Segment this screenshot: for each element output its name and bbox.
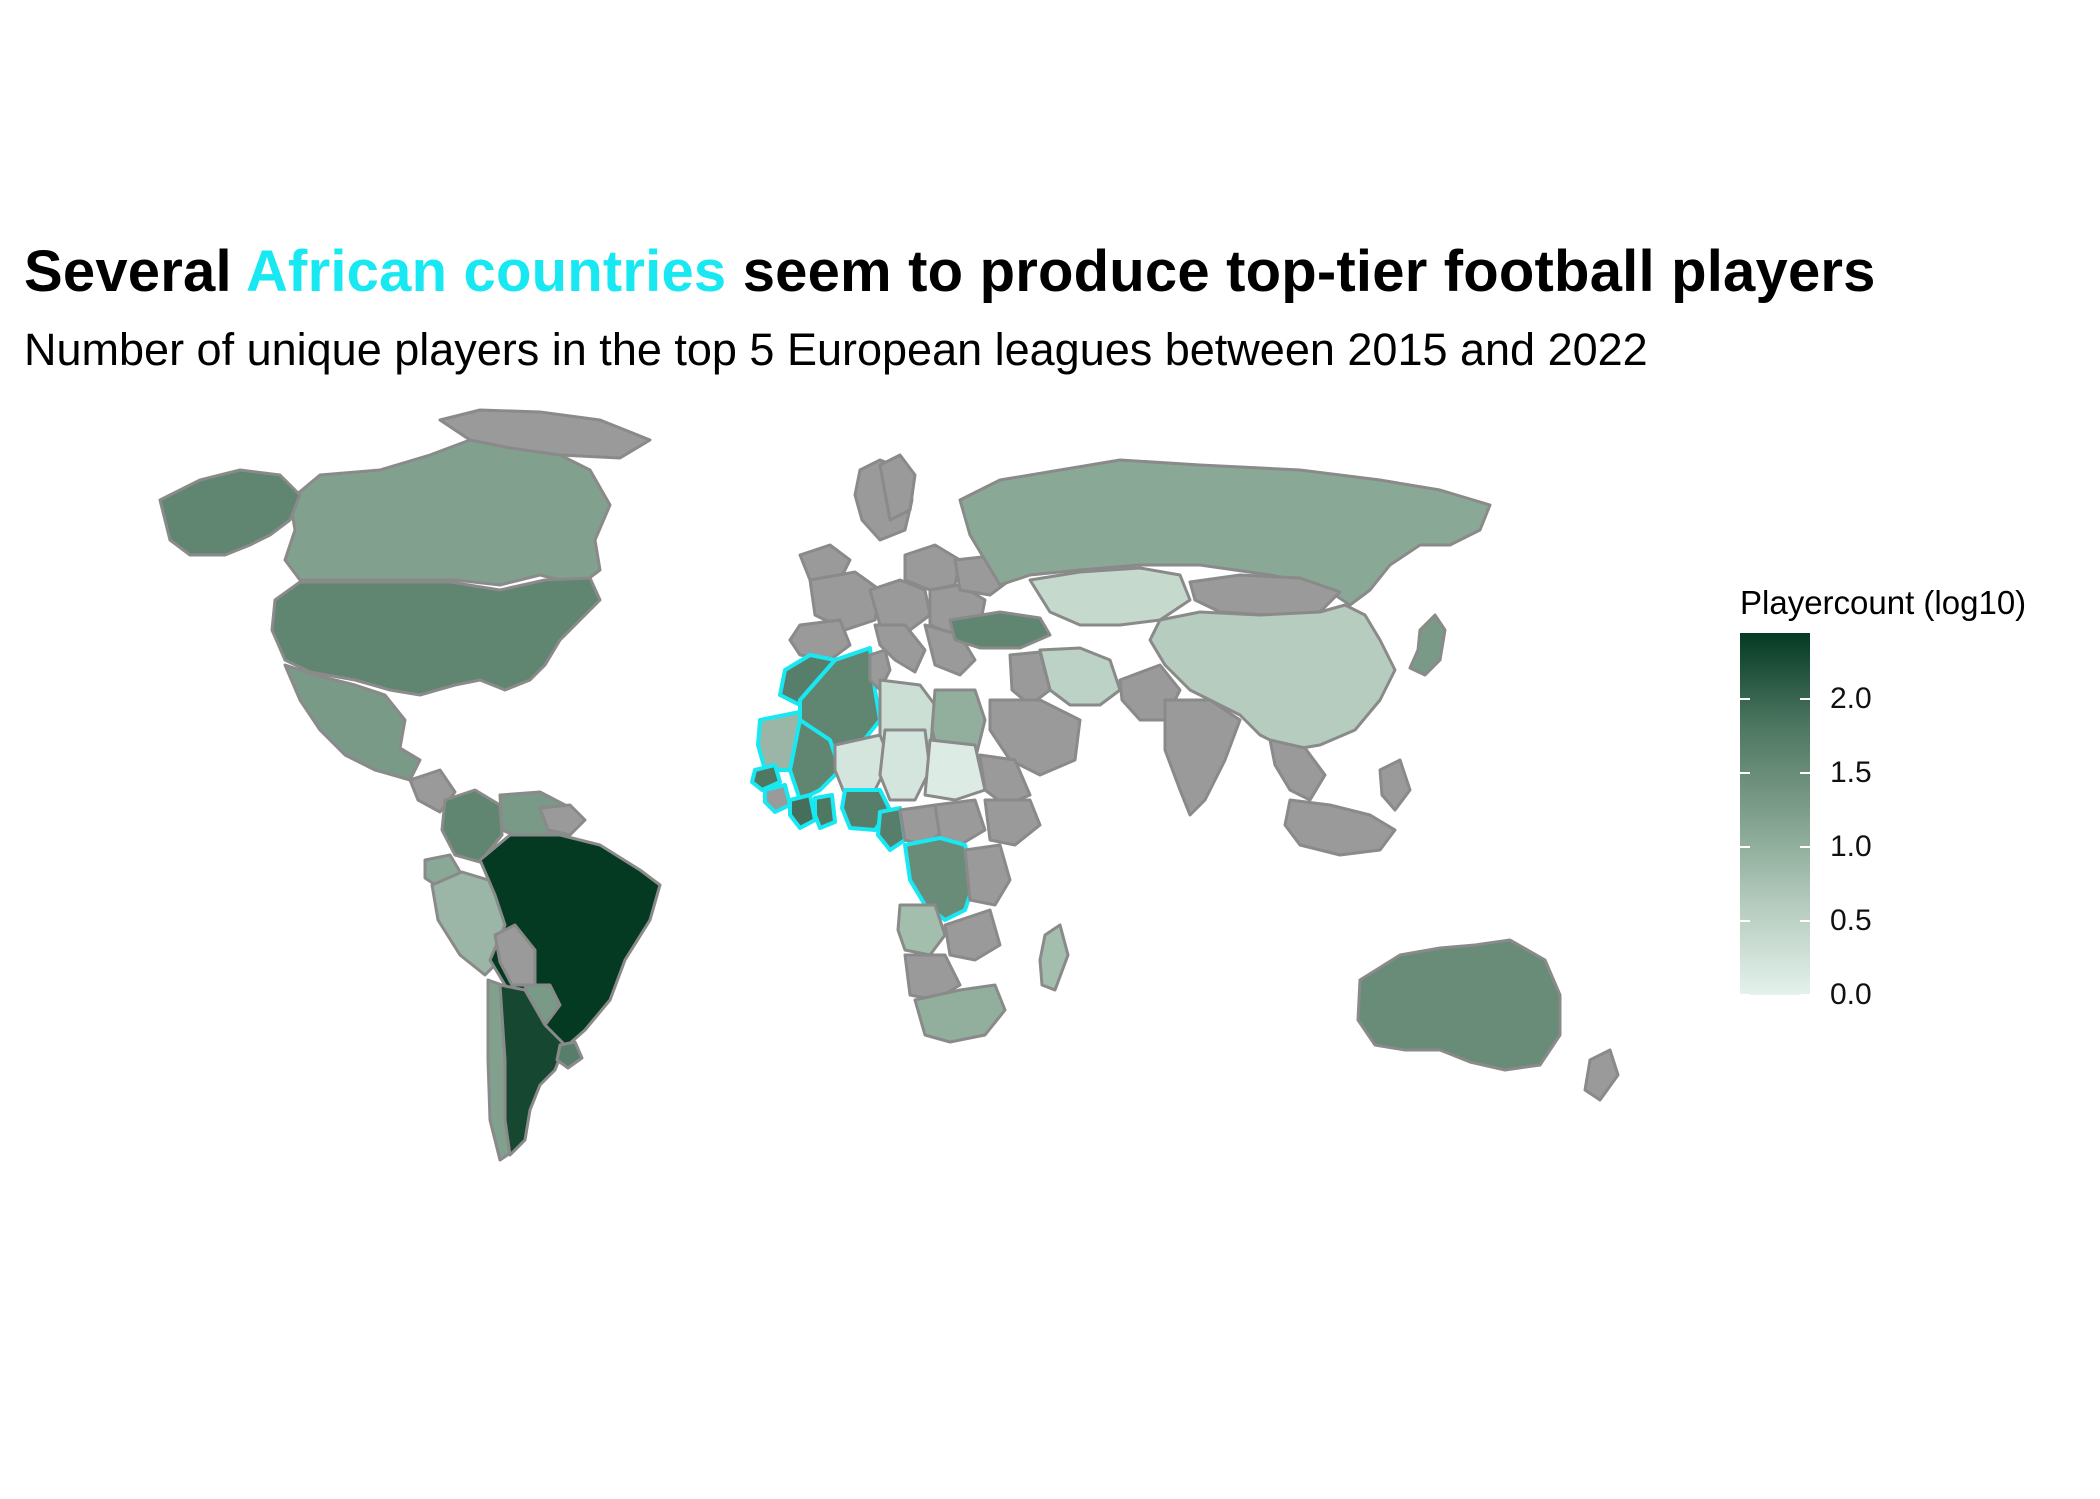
region-no-data [763, 783, 792, 814]
region-angola: Angola [896, 903, 947, 957]
legend-tick-label: 0.5 [1830, 904, 1872, 938]
region-no-data [1283, 798, 1397, 857]
region-chad: Chad [878, 728, 932, 802]
region-uruguay: Uruguay [555, 1040, 584, 1070]
legend-tick-label: 0.0 [1830, 978, 1872, 1011]
region-ghana: Ghana [813, 793, 837, 830]
region-greenland: Greenland [158, 468, 302, 557]
region-sudan: Sudan [923, 738, 987, 802]
legend-tick-mark [1740, 920, 1810, 923]
legend-tick-label: 1.0 [1830, 830, 1872, 864]
region-no-data [933, 798, 987, 847]
legend-colorbar [1740, 633, 1810, 995]
region-senegal: Senegal [750, 763, 782, 792]
world-map: CanadaGreenland United StatesMexico Colomb… [158, 408, 1620, 1162]
region-no-data [538, 803, 587, 837]
region-no-data [988, 698, 1082, 777]
legend-tick-mark [1740, 772, 1810, 775]
region-no-data [1163, 698, 1242, 817]
legend-tick-mark [1740, 698, 1810, 701]
region-kazakhstan: Kazakhstan [1028, 566, 1192, 627]
region-russia: Russia [958, 458, 1492, 607]
region-no-data [903, 543, 962, 592]
legend-tick-label: 1.5 [1830, 756, 1872, 790]
legend-tick-mark [1740, 994, 1810, 996]
region-no-data [963, 843, 1012, 907]
region-no-data [1378, 758, 1412, 812]
region-south-africa: South Africa [913, 983, 1007, 1044]
region-cameroon: Cameroon [876, 806, 907, 852]
region-colombia: Colombia [440, 788, 504, 864]
title-highlight: African countries [245, 239, 727, 304]
region-no-data [438, 408, 652, 460]
region-turkey: Turkey [948, 610, 1052, 650]
region-no-data [983, 798, 1042, 847]
region-no-data [878, 453, 917, 522]
legend-tick-label: 2.0 [1830, 682, 1872, 716]
region-ivory-coast: Ivory Coast [788, 793, 817, 830]
region-mali: Mali [788, 718, 842, 802]
region-no-data [943, 908, 1002, 962]
region-no-data [1008, 650, 1052, 707]
region-madagascar: Madagascar [1038, 923, 1070, 992]
region-no-data [1583, 1048, 1620, 1102]
chart-subtitle: Number of unique players in the top 5 Eu… [24, 324, 1648, 375]
title-before: Several [24, 239, 246, 304]
region-no-data [808, 570, 882, 632]
chart-title: Several African countries seem to produc… [24, 238, 1876, 305]
region-no-data [798, 543, 852, 582]
region-no-data [1268, 738, 1327, 802]
region-mexico: Mexico [283, 663, 422, 782]
legend-tick-mark [1740, 846, 1810, 849]
region-iran: Iran [1038, 646, 1122, 707]
region-argentina: Argentina [498, 983, 567, 1157]
region-canada: Canada [283, 438, 612, 587]
region-dr-congo: DR Congo [903, 836, 977, 922]
region-australia: Australia [1356, 938, 1562, 1072]
legend-title: Playercount (log10) [1740, 584, 2027, 621]
region-japan: Japan [1408, 613, 1447, 677]
title-after: seem to produce top-tier football player… [726, 239, 1876, 304]
region-united-states: United States [270, 576, 602, 697]
region-no-data [873, 623, 927, 674]
region-no-data [788, 618, 852, 662]
region-china: China [1148, 603, 1397, 752]
